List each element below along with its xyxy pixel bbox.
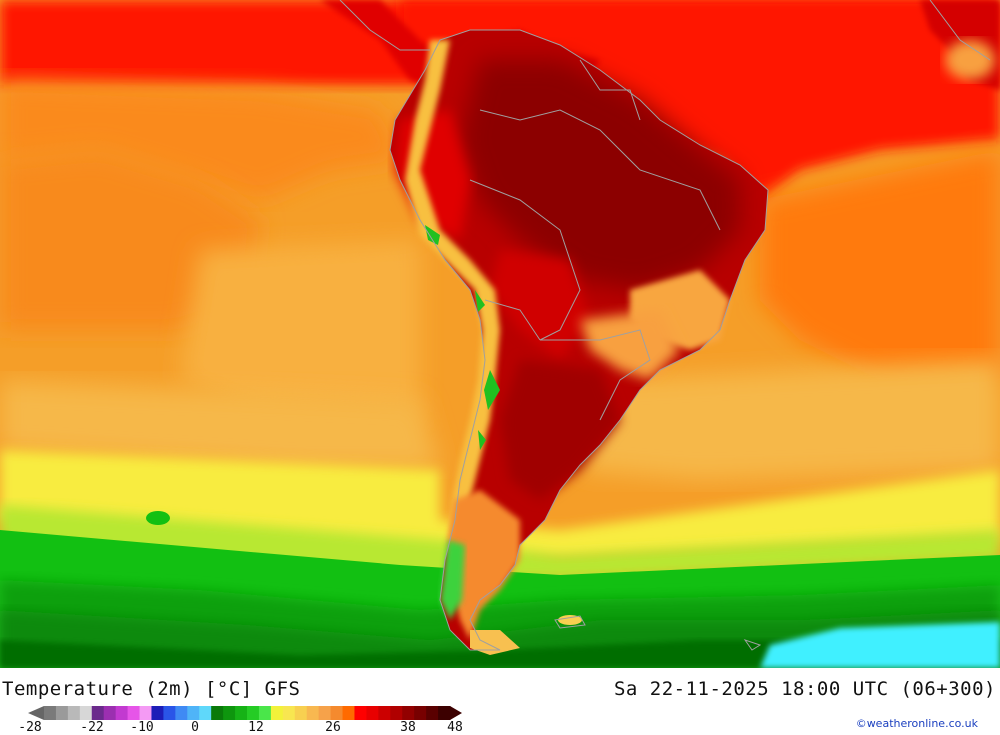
legend-swatch [91, 706, 105, 720]
green-blob-west [146, 511, 170, 525]
band-orange-east [760, 150, 1000, 380]
legend-swatch [115, 706, 129, 720]
legend-swatch [426, 706, 439, 720]
legend-tick-label: 12 [248, 720, 264, 735]
band-lightorange-south [0, 380, 440, 470]
band-lightorange-mid [180, 240, 420, 420]
legend-swatch [318, 706, 332, 720]
legend-swatch [175, 706, 188, 720]
legend-swatch [139, 706, 152, 720]
legend-swatch [103, 706, 117, 720]
map-canvas [0, 0, 1000, 668]
legend-tick-label: 38 [400, 720, 416, 735]
patagonia-orange [448, 490, 520, 640]
cool-plateau [580, 310, 680, 380]
legend-tick-label: 26 [325, 720, 341, 735]
andes-green-4 [478, 430, 486, 450]
legend-tick-label: -28 [18, 720, 42, 735]
heat-red-mid [490, 250, 590, 360]
warm-spot-africa [945, 40, 995, 80]
legend-swatch [342, 706, 355, 720]
legend-swatch [330, 706, 344, 720]
island-warm-south [558, 615, 582, 625]
legend-swatch [127, 706, 141, 720]
andes-green-2 [475, 290, 485, 312]
legend-tick-label: -10 [130, 720, 154, 735]
andes-green-1 [425, 225, 440, 245]
legend-swatch [223, 706, 236, 720]
legend-swatch [79, 706, 93, 720]
legend-swatch [258, 706, 272, 720]
patagonia-green [440, 540, 465, 620]
band-darkorange-west [0, 80, 400, 200]
legend-swatch [294, 706, 308, 720]
legend-swatch [211, 706, 224, 720]
andes-strip [405, 40, 500, 560]
band-lightorange-east-south [580, 360, 1000, 480]
legend-swatch [187, 706, 200, 720]
legend-tick-label: 48 [447, 720, 463, 735]
legend-swatch [67, 706, 81, 720]
legend-swatch [366, 706, 379, 720]
legend-tick-label: 0 [191, 720, 199, 735]
tierra-del-fuego [470, 630, 520, 655]
band-cyan [760, 622, 1000, 668]
legend-swatch [378, 706, 391, 720]
legend-swatch [306, 706, 320, 720]
legend-swatch [438, 706, 451, 720]
legend-swatch [44, 706, 57, 720]
heat-pampas [500, 360, 620, 500]
legend-swatch [402, 706, 415, 720]
legend-swatch [354, 706, 367, 720]
legend-swatch [282, 706, 296, 720]
valid-time-label: Sa 22-11-2025 18:00 UTC (06+300) [613, 678, 996, 700]
legend-arrow-right [450, 706, 462, 720]
legend-swatch [390, 706, 403, 720]
map-title: Temperature (2m) [°C] GFS [2, 678, 301, 700]
coastlines [339, 0, 991, 651]
legend-swatch [55, 706, 69, 720]
legend-arrow-left [28, 706, 44, 720]
legend-swatch [414, 706, 427, 720]
legend-tick-label: -22 [80, 720, 104, 735]
legend-swatch [163, 706, 176, 720]
temperature-map [0, 0, 1000, 668]
legend-swatch [247, 706, 260, 720]
legend-colorbar [28, 706, 462, 720]
andes-green-3 [484, 370, 500, 410]
legend-swatch [199, 706, 212, 720]
color-legend: -28 -22 -10 0 12 26 38 48 [0, 704, 470, 735]
legend-swatch [235, 706, 248, 720]
map-footer: Temperature (2m) [°C] GFS Sa 22-11-2025 … [0, 668, 1000, 735]
credit-link[interactable]: ©weatheronline.co.uk [855, 717, 978, 730]
legend-swatch [270, 706, 284, 720]
legend-swatch [151, 706, 164, 720]
